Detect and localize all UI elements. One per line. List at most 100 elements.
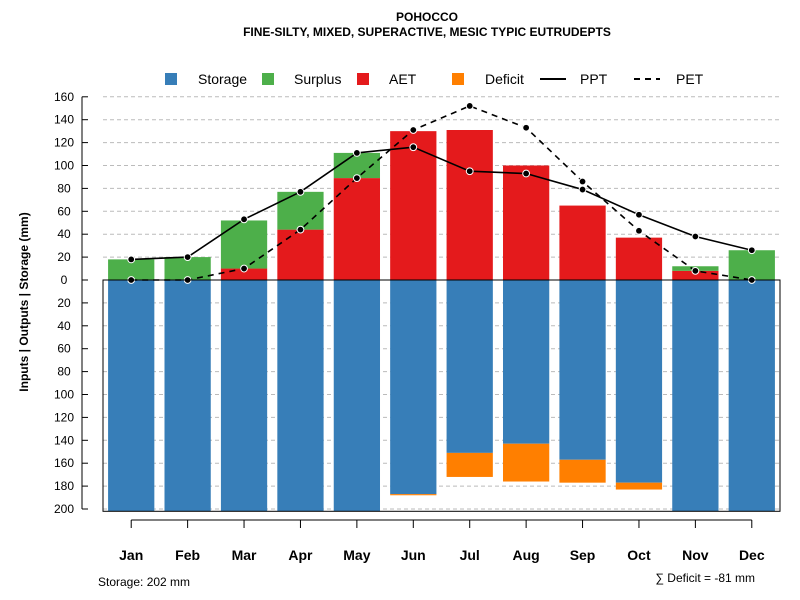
legend-label-aet: AET — [389, 71, 417, 87]
pet-line-point — [240, 264, 248, 273]
legend-swatch-aet — [357, 73, 369, 85]
y-tick-label: 40 — [57, 227, 71, 241]
aet-bar — [559, 205, 606, 280]
chart-subtitle: FINE-SILTY, MIXED, SUPERACTIVE, MESIC TY… — [243, 25, 611, 39]
ppt-line-point — [240, 215, 248, 224]
storage-bar — [333, 280, 381, 512]
y-tick-label: 20 — [57, 250, 71, 264]
y-tick-label: 60 — [57, 204, 71, 218]
legend-swatch-storage — [165, 73, 177, 85]
ppt-line-point — [409, 143, 418, 152]
y-tick-label: 160 — [54, 456, 74, 470]
ppt-line-point — [747, 246, 756, 255]
aet-bar — [220, 268, 268, 280]
y-tick-label: 20 — [57, 296, 71, 310]
grid-lines — [103, 96, 780, 510]
y-tick-label: 160 — [54, 90, 74, 104]
legend-label-deficit: Deficit — [485, 71, 524, 87]
deficit-footer: ∑ Deficit = -81 mm — [655, 571, 755, 585]
storage-bar — [672, 280, 719, 512]
pet-line-point — [352, 174, 361, 182]
pet-line-point — [691, 266, 700, 275]
y-tick-label: 140 — [54, 433, 74, 447]
y-tick-label: 60 — [57, 342, 71, 356]
surplus-bar — [108, 259, 155, 280]
aet-bar — [502, 165, 550, 280]
month-label: Feb — [175, 547, 200, 563]
aet-bar — [615, 237, 663, 280]
month-label: Dec — [739, 547, 765, 563]
ppt-line-point — [296, 187, 305, 196]
storage-footer: Storage: 202 mm — [98, 575, 190, 589]
pet-line-point — [296, 225, 305, 234]
surplus-bar — [728, 250, 775, 280]
pet-line-point — [578, 177, 587, 186]
chart-title: POHOCCO — [396, 10, 458, 24]
storage-bar — [502, 280, 550, 444]
storage-bar — [728, 280, 775, 512]
month-label: May — [343, 547, 370, 563]
ppt-line-point — [183, 253, 192, 262]
storage-bar — [220, 280, 268, 512]
ppt-line-point — [127, 255, 136, 264]
storage-frame — [102, 279, 781, 512]
deficit-bar — [446, 452, 493, 477]
storage-bar — [446, 280, 493, 453]
ppt-line-point — [352, 149, 361, 157]
ppt-line — [131, 146, 752, 261]
surplus-bar — [277, 191, 324, 230]
ppt-line-point — [635, 210, 643, 219]
axes: 1601401201008060402002040608010012014016… — [54, 90, 781, 563]
surplus-bar — [164, 257, 211, 280]
y-axis-label: Inputs | Outputs | Storage (mm) — [17, 212, 31, 391]
pet-line-point — [635, 226, 643, 235]
month-label: Jan — [119, 547, 143, 563]
deficit-bar — [615, 482, 663, 490]
y-tick-label: 180 — [54, 479, 74, 493]
legend-label-ppt: PPT — [580, 71, 608, 87]
month-label: Mar — [232, 547, 257, 563]
y-tick-label: 0 — [61, 273, 68, 287]
aet-bar — [277, 229, 324, 280]
lines — [127, 102, 756, 284]
pet-line-point — [522, 123, 531, 132]
bars — [108, 130, 775, 512]
y-tick-label: 40 — [57, 319, 71, 333]
pet-line-point — [409, 126, 418, 134]
y-tick-label: 140 — [54, 113, 74, 127]
legend-label-surplus: Surplus — [294, 71, 341, 87]
y-tick-label: 80 — [57, 365, 71, 379]
y-tick-label: 120 — [54, 410, 74, 424]
month-label: Aug — [513, 547, 540, 563]
surplus-bar — [220, 220, 268, 269]
storage-bar — [164, 280, 211, 512]
deficit-bar — [502, 443, 550, 482]
month-label: Jun — [401, 547, 426, 563]
y-tick-label: 100 — [54, 159, 74, 173]
y-tick-label: 200 — [54, 502, 74, 516]
legend-swatch-deficit — [452, 73, 464, 85]
aet-bar — [672, 270, 719, 280]
storage-bar — [615, 280, 663, 483]
legend: Storage Surplus AET Deficit PPT PET — [165, 71, 704, 87]
legend-swatch-surplus — [262, 73, 274, 85]
y-tick-label: 100 — [54, 388, 74, 402]
aet-bar — [446, 130, 493, 280]
ppt-line-point — [465, 167, 474, 176]
storage-bar — [559, 280, 606, 460]
ppt-line-point — [578, 185, 587, 194]
month-label: Nov — [682, 547, 709, 563]
storage-bar — [277, 280, 324, 512]
y-tick-label: 120 — [54, 136, 74, 150]
deficit-bar — [559, 459, 606, 483]
month-label: Sep — [570, 547, 596, 563]
month-label: Oct — [627, 547, 651, 563]
ppt-line-point — [522, 169, 531, 178]
month-label: Jul — [460, 547, 480, 563]
storage-bar — [390, 280, 437, 495]
pet-line-point — [465, 102, 474, 110]
aet-bar — [333, 178, 381, 280]
aet-bar — [390, 131, 437, 280]
legend-label-storage: Storage — [198, 71, 247, 87]
